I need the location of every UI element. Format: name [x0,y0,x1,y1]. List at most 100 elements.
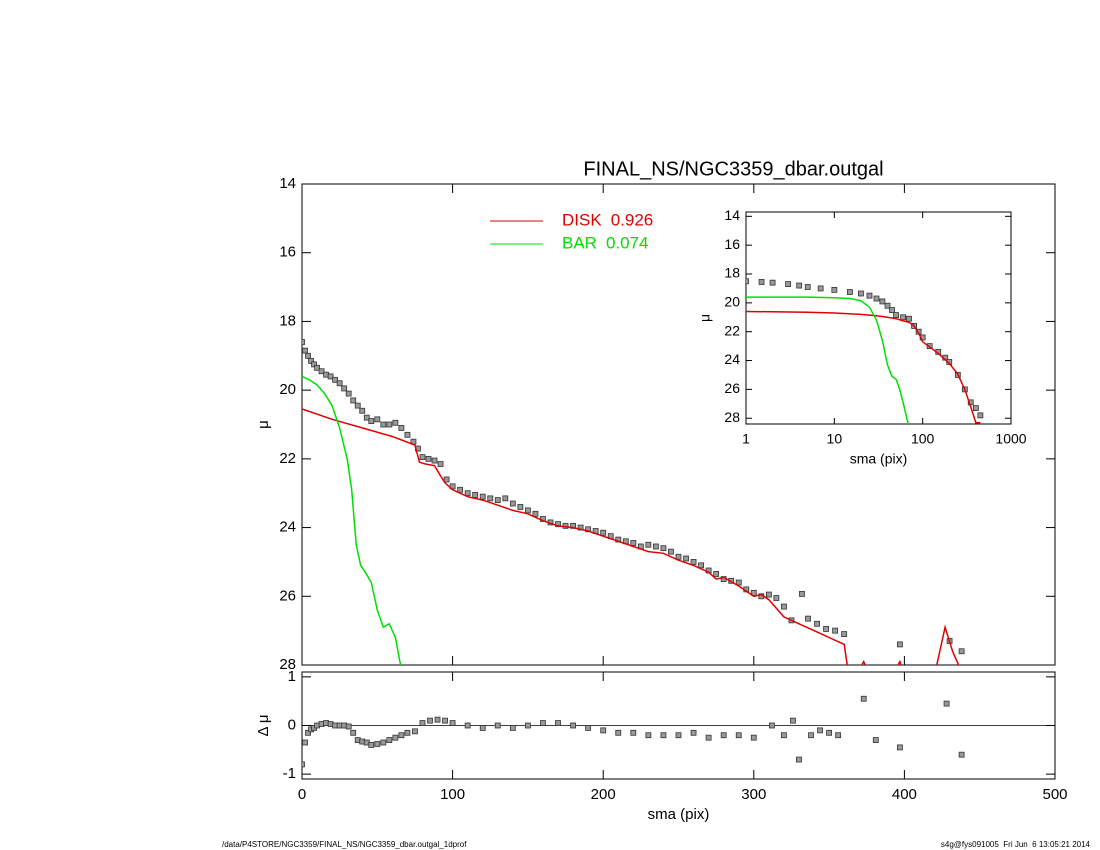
data-point [790,717,796,724]
data-point [668,548,674,555]
data-point [943,700,950,707]
data-point [817,727,823,734]
data-point [796,282,803,289]
data-point [889,307,895,313]
data-point [698,562,704,569]
data-point [858,290,864,297]
y-tick-label: 26 [724,380,740,396]
data-point [509,500,516,507]
data-point [341,385,348,392]
data-point [368,418,375,424]
data-point [434,716,441,723]
plot-frame [745,211,1012,425]
data-point [896,744,903,751]
plot-frame [301,183,1056,666]
data-point [386,737,393,743]
x-tick-label: 0 [298,786,306,803]
data-point [884,302,891,309]
y-axis-label: μ [255,420,272,429]
data-point [517,504,524,510]
y-tick-label: 18 [279,312,296,329]
data-point [600,727,607,734]
data-point [392,734,399,741]
data-point [570,722,576,729]
y-tick-label: -1 [283,765,296,782]
x-tick-label: 200 [591,786,616,803]
data-point [525,722,531,729]
data-point [841,631,848,637]
data-point [872,737,879,743]
data-point [769,279,776,286]
data-point [345,723,352,730]
data-point [808,732,814,739]
x-tick-label: 10 [827,431,843,447]
data-point [494,722,501,729]
data-point [327,373,334,380]
data-point [958,648,965,655]
data-point [350,397,357,404]
data-point [525,507,531,514]
data-point [398,732,405,739]
y-tick-label: 20 [279,381,296,398]
y-axis-label: μ [697,314,713,322]
model-line [302,408,960,665]
data-point [768,722,775,729]
data-point [758,279,765,285]
data-point [785,281,792,288]
data-point [750,734,757,741]
data-point [302,339,305,345]
data-point [509,725,516,731]
data-point [746,278,749,285]
data-point [305,352,311,359]
data-point [773,595,780,601]
data-point [392,419,399,426]
data-point [831,286,838,293]
data-point [374,416,381,423]
data-point [354,402,361,409]
data-point [630,540,637,546]
data-point [419,720,426,726]
data-point [600,529,607,536]
data-point [442,717,448,724]
data-point [645,732,652,739]
y-tick-label: 1 [288,668,296,685]
data-point [386,421,393,428]
data-point [735,732,742,739]
data-point [765,591,772,598]
data-point [540,720,546,726]
data-point [502,495,509,502]
data-point [419,454,426,461]
model-line [302,375,402,665]
data-point [683,555,689,562]
plot-area [302,695,1055,768]
data-point [977,412,984,419]
data-point [814,620,820,627]
data-point [735,579,742,586]
data-point [437,461,444,467]
model-line [746,310,981,424]
footer-left: /data/P4STORE/NGC3359/FINAL_NS/NGC3359_d… [222,840,467,849]
data-point [615,536,622,543]
data-point [893,312,899,319]
data-point [866,292,873,299]
data-point [464,490,471,497]
x-tick-label: 1000 [995,431,1026,447]
data-point [873,295,880,302]
data-point [713,571,720,577]
data-point [690,729,697,736]
data-point [368,742,375,748]
data-point [750,589,757,596]
y-tick-label: 14 [724,207,740,223]
x-tick-label: 300 [741,786,766,803]
data-point [900,314,906,321]
data-point [555,720,561,726]
data-point [332,376,339,383]
data-point [350,729,357,736]
x-axis-label: sma (pix) [850,451,908,467]
data-point [720,732,727,739]
data-point [860,695,867,702]
y-tick-label: 20 [724,294,740,310]
data-point [846,289,853,295]
